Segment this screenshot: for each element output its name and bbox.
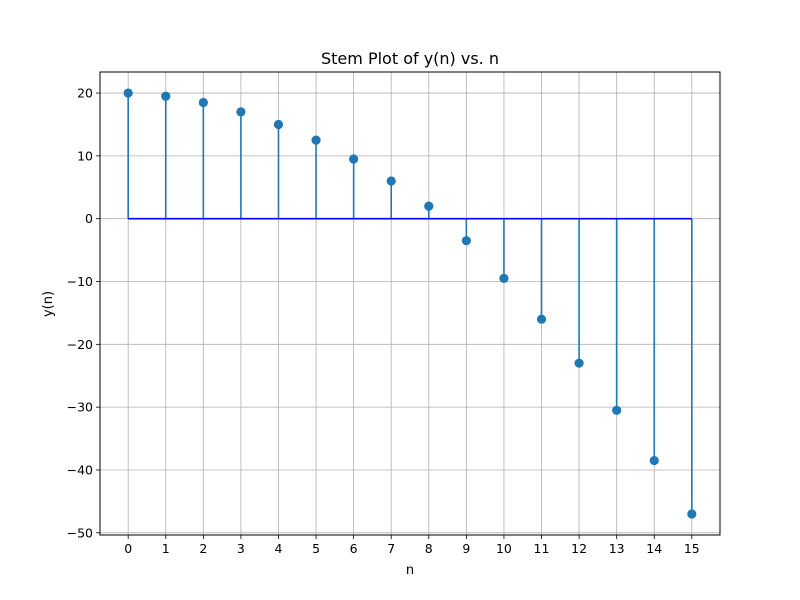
stem-marker (123, 88, 133, 98)
stem-marker (536, 314, 547, 324)
chart-title: Stem Plot of y(n) vs. n (321, 49, 499, 68)
stem-marker (386, 176, 396, 186)
x-tick-label: 11 (534, 541, 550, 556)
stem-marker (349, 154, 359, 164)
y-tick-label: 20 (77, 86, 93, 101)
stem-marker (574, 358, 584, 368)
axis-ticks: 0 1 2 3 4 5 6 7 8 9 10 11 12 13 14 1520100−10−20−30−40−… (67, 86, 700, 556)
stem-lines (127, 93, 693, 514)
y-tick-label: −10 (67, 274, 93, 289)
y-axis-label: y(n) (41, 291, 56, 317)
y-tick-label: −50 (67, 525, 93, 540)
x-tick-label: 12 (571, 541, 587, 556)
x-tick-label: 8 (425, 541, 433, 556)
stem-marker (499, 273, 509, 283)
x-tick-label: 9 (462, 541, 470, 556)
x-tick-label: 2 (199, 541, 207, 556)
x-tick-label: 15 (684, 541, 700, 556)
stem-marker (273, 119, 284, 130)
stem-marker (198, 97, 208, 108)
y-tick-label: −40 (67, 462, 93, 477)
y-tick-label: 0 (85, 211, 93, 226)
x-tick-label: 1 (162, 541, 170, 556)
x-tick-label: 0 (124, 541, 132, 556)
stem-marker (649, 455, 659, 466)
stem-marker (236, 107, 246, 117)
x-axis-label: n (406, 563, 414, 578)
x-tick-label: 6 (350, 541, 358, 556)
stem-markers (123, 88, 697, 519)
stem-marker (461, 236, 471, 246)
y-tick-label: −20 (67, 337, 93, 352)
y-tick-label: −30 (67, 400, 93, 415)
x-tick-label: 3 (237, 541, 245, 556)
stem-marker (424, 201, 434, 211)
x-tick-label: 14 (646, 541, 662, 556)
stem-marker (161, 91, 171, 101)
x-tick-label: 4 (275, 541, 283, 556)
y-tick-label: 10 (77, 148, 93, 163)
stem-marker (311, 135, 321, 145)
x-tick-label: 10 (496, 541, 512, 556)
stem-marker (687, 509, 697, 519)
x-tick-label: 5 (312, 541, 320, 556)
stem-marker (612, 405, 622, 415)
plot-area-frame (99, 71, 721, 536)
x-tick-label: 7 (387, 541, 395, 556)
x-tick-label: 13 (609, 541, 625, 556)
